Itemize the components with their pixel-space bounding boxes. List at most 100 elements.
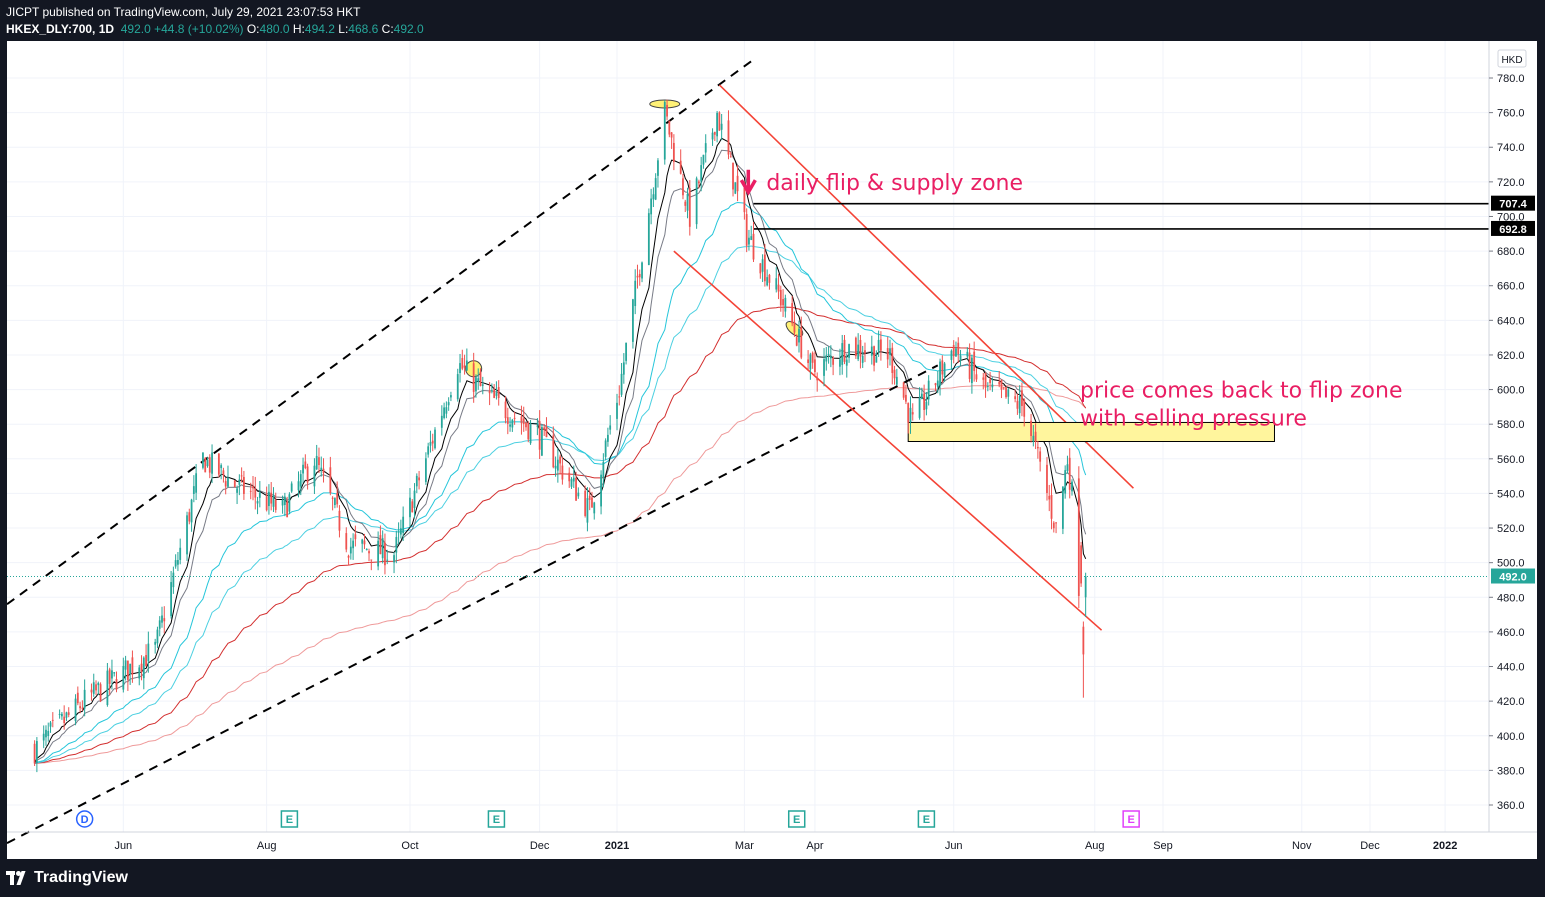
candle	[161, 606, 163, 628]
candle	[74, 694, 77, 726]
candle	[35, 737, 38, 773]
candle	[192, 475, 195, 503]
candle-body	[256, 501, 259, 504]
time-tick-label: Jun	[945, 840, 963, 852]
candle	[877, 330, 880, 357]
candle	[768, 273, 771, 290]
candle-body	[520, 416, 523, 424]
price-level-label: 707.4	[1499, 199, 1527, 211]
candle	[561, 457, 564, 485]
candle-body	[463, 365, 466, 368]
candle	[45, 725, 47, 746]
candle	[288, 492, 291, 515]
candle-body	[240, 475, 243, 477]
candle-body	[873, 346, 875, 366]
candle	[568, 467, 571, 488]
candle-body	[1014, 396, 1017, 400]
candle-body	[684, 201, 687, 206]
candle	[1071, 479, 1073, 496]
candle-body	[939, 361, 941, 386]
candle	[971, 354, 973, 394]
candle	[42, 725, 45, 749]
candle	[622, 353, 625, 384]
candle	[217, 452, 220, 478]
candle	[616, 393, 618, 431]
candle-body	[782, 299, 784, 306]
candle-body	[870, 346, 873, 356]
candle-body	[306, 466, 309, 483]
candle-body	[720, 123, 723, 130]
candle-body	[638, 273, 641, 278]
candle	[338, 505, 341, 538]
candle-body	[652, 194, 655, 200]
candle	[698, 179, 700, 189]
candle	[381, 530, 384, 564]
candle	[1032, 424, 1035, 447]
candle-body	[456, 374, 459, 400]
candle	[682, 173, 684, 200]
last-price: 492.0	[120, 22, 151, 36]
candle	[493, 384, 496, 399]
candle	[925, 391, 928, 416]
candle-body	[816, 377, 819, 381]
candle	[536, 418, 539, 436]
candle-body	[982, 377, 985, 380]
candle	[368, 548, 370, 562]
candle	[759, 262, 762, 279]
candle-body	[365, 548, 368, 550]
candle	[345, 527, 348, 553]
candle	[918, 387, 921, 420]
candle-body	[1007, 389, 1010, 397]
candle-body	[204, 458, 207, 473]
candle	[543, 424, 546, 436]
candle	[513, 411, 516, 425]
candle	[97, 681, 100, 696]
candle	[672, 134, 675, 171]
candle	[379, 525, 382, 555]
candle-body	[90, 689, 93, 693]
candle	[545, 417, 548, 438]
candle-body	[934, 383, 937, 386]
candle	[440, 405, 443, 436]
candle-body	[509, 424, 511, 427]
candle-body	[927, 380, 930, 400]
candle	[950, 349, 953, 370]
candle-body	[409, 497, 411, 518]
candle	[520, 405, 523, 435]
event-marker: D	[75, 810, 94, 828]
event-label: E	[923, 814, 930, 826]
candle	[750, 225, 753, 241]
candle	[90, 683, 93, 701]
candle-body	[411, 501, 414, 513]
candle-body	[911, 412, 914, 415]
chart-area[interactable]: daily flip & supply zone price comes back…	[7, 41, 1537, 859]
candle	[354, 525, 357, 547]
candle-body	[1071, 481, 1073, 492]
candle	[397, 522, 400, 545]
candle-body	[734, 182, 737, 194]
candle	[1002, 387, 1005, 390]
candle-body	[591, 497, 593, 508]
price-tick-label: 600.0	[1497, 385, 1525, 397]
candle-body	[880, 339, 882, 351]
candle-body	[713, 131, 716, 135]
candle-body	[461, 358, 464, 369]
time-tick-label: Aug	[257, 840, 277, 852]
candle	[734, 182, 737, 195]
candle	[832, 355, 835, 376]
price-level-label: 692.8	[1499, 224, 1527, 236]
symbol-label[interactable]: HKEX_DLY:700, 1D	[6, 22, 115, 36]
candle-body	[1077, 478, 1080, 596]
price-chart[interactable]: daily flip & supply zone price comes back…	[7, 41, 1537, 859]
candle-body	[97, 682, 100, 686]
candle	[145, 644, 147, 667]
candle-body	[795, 337, 798, 346]
candle-body	[920, 393, 923, 399]
candle-body	[536, 425, 539, 427]
candle	[208, 454, 211, 479]
candle	[745, 208, 748, 253]
dividend-icon	[75, 810, 94, 828]
candle	[1021, 382, 1023, 417]
tradingview-logo-icon	[6, 871, 28, 885]
candle	[386, 549, 389, 565]
